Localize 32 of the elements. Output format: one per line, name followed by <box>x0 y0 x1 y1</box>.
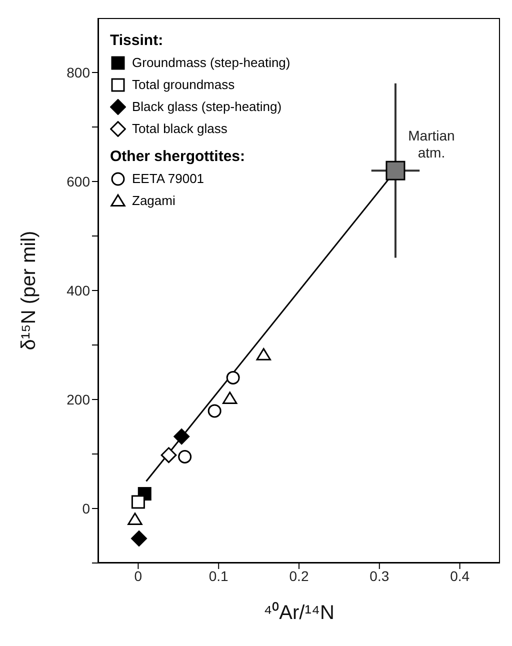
point <box>222 392 238 404</box>
legend-label: Zagami <box>132 192 176 210</box>
annotation: Martian atm. <box>408 128 455 161</box>
legend-label: EETA 79001 <box>132 170 204 188</box>
annotation: Other shergottites: <box>110 147 246 167</box>
y-tick-label: 0 <box>82 500 90 516</box>
y-tick-label: 200 <box>66 391 90 408</box>
y-axis-title: δ¹⁵N (per mil) <box>18 230 40 350</box>
point <box>160 447 177 464</box>
point <box>128 512 142 525</box>
point <box>386 160 406 180</box>
y-tick-label: 400 <box>66 282 90 298</box>
x-tick-label: 0.1 <box>208 568 229 584</box>
x-tick-label: 0.2 <box>289 568 309 584</box>
legend-label: Total groundmass <box>132 76 235 94</box>
point <box>174 428 190 445</box>
point <box>131 530 147 546</box>
x-tick-label: 0.4 <box>450 568 470 584</box>
legend-label: Groundmass (step-heating) <box>132 54 290 72</box>
y-tick-label: 600 <box>66 173 90 190</box>
y-tick-label: 800 <box>66 64 90 80</box>
legend-label: Black glass (step-heating) <box>132 98 282 116</box>
point <box>226 370 240 384</box>
point <box>178 450 192 464</box>
x-axis-title: ⁴⁰Ar/¹⁴N <box>264 601 334 624</box>
x-tick-label: 0 <box>134 568 142 584</box>
point <box>131 495 145 509</box>
x-tick-label: 0.3 <box>370 568 390 584</box>
point <box>256 348 271 360</box>
legend-label: Total black glass <box>132 120 228 138</box>
legend-title: Tissint: <box>110 31 164 51</box>
point <box>208 404 222 418</box>
